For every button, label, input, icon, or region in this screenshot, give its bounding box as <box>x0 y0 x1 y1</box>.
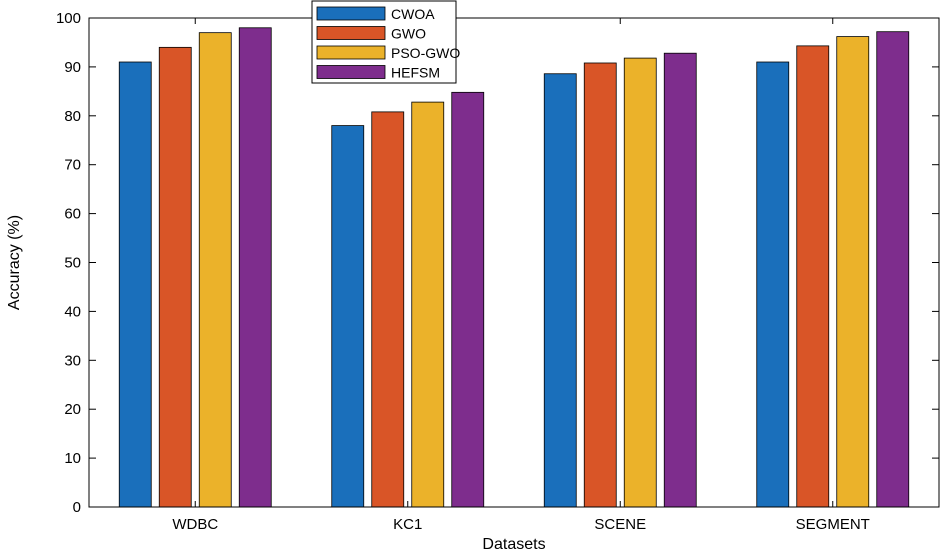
x-axis-label: Datasets <box>482 536 545 551</box>
x-tick-label: KC1 <box>393 516 422 533</box>
bar-cwoa-segment <box>756 61 790 508</box>
bar-cwoa-wdbc <box>118 61 152 508</box>
y-tick-label: 50 <box>64 255 81 272</box>
legend-label-hefsm: HEFSM <box>391 65 440 81</box>
bar-pso-gwo-kc1 <box>411 101 445 508</box>
bar-hefsm-kc1 <box>451 91 485 508</box>
bar-hefsm-wdbc <box>238 27 272 508</box>
legend-swatch-pso-gwo <box>316 45 386 60</box>
y-tick-label: 10 <box>64 450 81 467</box>
plot-area <box>118 27 910 508</box>
axes: WDBC KC1 SCENE SEGMENT 0 10 20 30 40 50 60 70 80 90 10… <box>56 10 940 533</box>
y-tick-label: 100 <box>56 10 81 27</box>
bar-cwoa-kc1 <box>331 125 365 508</box>
y-tick-label: 80 <box>64 108 81 125</box>
y-axis-label: Accuracy (%) <box>6 215 23 310</box>
y-tick-label: 0 <box>73 499 81 516</box>
bar-pso-gwo-wdbc <box>198 32 232 508</box>
legend-label-pso-gwo: PSO-GWO <box>391 45 460 61</box>
legend-label-gwo: GWO <box>391 26 426 42</box>
x-tick-label: SCENE <box>594 516 646 533</box>
bar-gwo-wdbc <box>158 46 192 508</box>
legend: CWOA GWO PSO-GWO HEFSM <box>311 0 460 84</box>
y-tick-label: 60 <box>64 206 81 223</box>
y-tick-label: 30 <box>64 352 81 369</box>
legend-label-cwoa: CWOA <box>391 6 435 22</box>
y-tick-label: 20 <box>64 401 81 418</box>
bar-gwo-kc1 <box>371 111 405 508</box>
x-tick-label: SEGMENT <box>796 516 870 533</box>
y-tick-label: 70 <box>64 157 81 174</box>
bar-pso-gwo-scene <box>623 57 657 508</box>
legend-swatch-gwo <box>316 26 386 40</box>
bar-gwo-scene <box>583 62 617 508</box>
bar-hefsm-segment <box>876 31 910 508</box>
bar-pso-gwo-segment <box>836 36 870 508</box>
x-tick-label: WDBC <box>172 516 218 533</box>
y-tick-label: 90 <box>64 59 81 76</box>
bar-gwo-segment <box>796 45 830 508</box>
bar-hefsm-scene <box>663 52 697 508</box>
legend-swatch-cwoa <box>316 6 386 21</box>
y-tick-label: 40 <box>64 303 81 320</box>
legend-swatch-hefsm <box>316 65 386 79</box>
bar-cwoa-scene <box>543 73 577 508</box>
